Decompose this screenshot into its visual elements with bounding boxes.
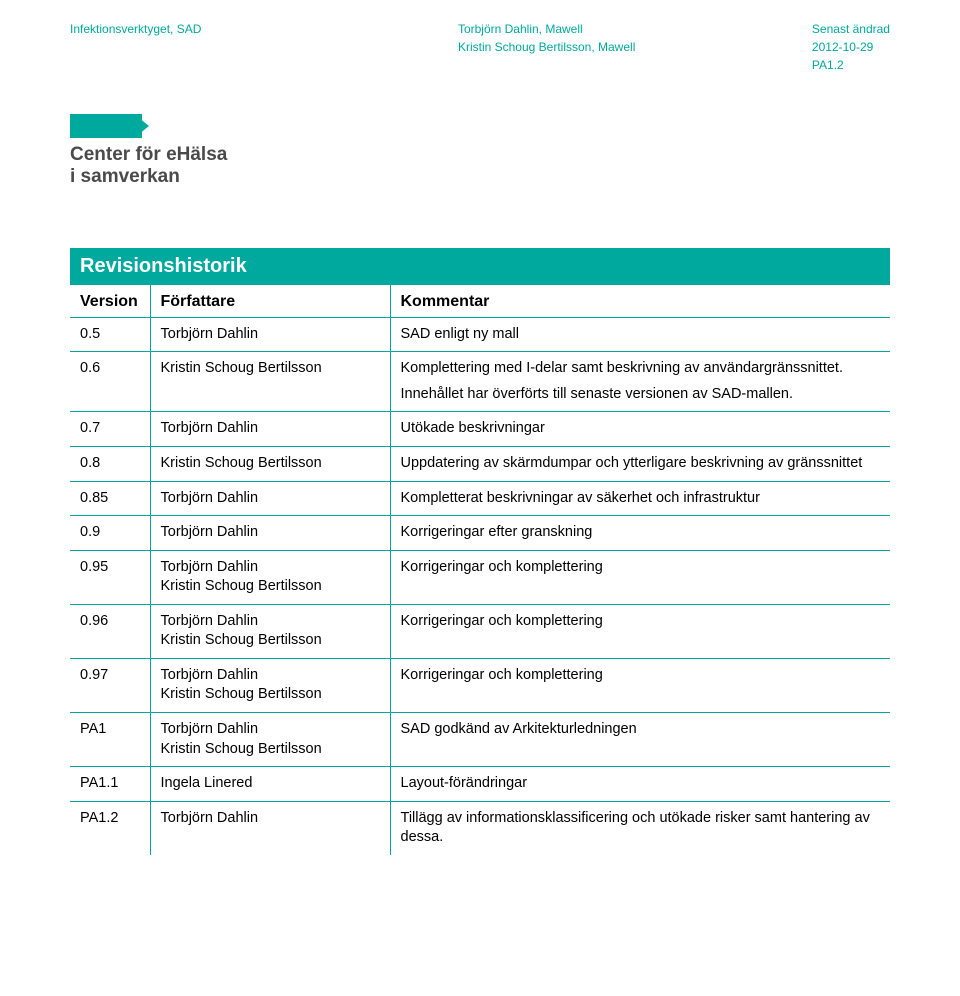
cell-version: 0.9 <box>70 516 150 551</box>
table-row: 0.97Torbjörn DahlinKristin Schoug Bertil… <box>70 658 890 712</box>
cell-comment: SAD godkänd av Arkitekturledningen <box>390 713 890 767</box>
header-center-line2: Kristin Schoug Bertilsson, Mawell <box>458 38 635 56</box>
cell-version: PA1.2 <box>70 801 150 855</box>
cell-comment: Utökade beskrivningar <box>390 412 890 447</box>
cell-author: Torbjörn DahlinKristin Schoug Bertilsson <box>150 550 390 604</box>
cell-author: Kristin Schoug Bertilsson <box>150 446 390 481</box>
cell-comment: Tillägg av informationsklassificering oc… <box>390 801 890 855</box>
cell-comment: Layout-förändringar <box>390 767 890 802</box>
header-center-line1: Torbjörn Dahlin, Mawell <box>458 20 635 38</box>
cell-comment: Uppdatering av skärmdumpar och ytterliga… <box>390 446 890 481</box>
header-left: Infektionsverktyget, SAD <box>70 20 201 74</box>
cell-author: Ingela Linered <box>150 767 390 802</box>
table-row: PA1Torbjörn DahlinKristin Schoug Bertils… <box>70 713 890 767</box>
col-header-version: Version <box>70 285 150 318</box>
header-right-line1: Senast ändrad <box>812 20 890 38</box>
table-row: 0.6Kristin Schoug BertilssonKompletterin… <box>70 352 890 412</box>
cell-author: Torbjörn Dahlin <box>150 801 390 855</box>
cell-version: 0.96 <box>70 604 150 658</box>
logo: Center för eHälsa i samverkan <box>70 114 890 188</box>
cell-version: 0.95 <box>70 550 150 604</box>
col-header-author: Författare <box>150 285 390 318</box>
table-row: 0.7Torbjörn DahlinUtökade beskrivningar <box>70 412 890 447</box>
cell-comment: Komplettering med I-delar samt beskrivni… <box>390 352 890 412</box>
col-header-comment: Kommentar <box>390 285 890 318</box>
cell-author: Torbjörn Dahlin <box>150 317 390 352</box>
cell-version: 0.97 <box>70 658 150 712</box>
logo-text-line1: Center för eHälsa <box>70 144 890 166</box>
cell-version: 0.8 <box>70 446 150 481</box>
table-row: 0.8Kristin Schoug BertilssonUppdatering … <box>70 446 890 481</box>
revision-table: Revisionshistorik Version Författare Kom… <box>70 248 890 855</box>
cell-author: Torbjörn DahlinKristin Schoug Bertilsson <box>150 604 390 658</box>
header-right: Senast ändrad 2012-10-29 PA1.2 <box>812 20 890 74</box>
cell-author: Kristin Schoug Bertilsson <box>150 352 390 412</box>
cell-comment: Kompletterat beskrivningar av säkerhet o… <box>390 481 890 516</box>
cell-version: PA1 <box>70 713 150 767</box>
table-row: 0.9Torbjörn DahlinKorrigeringar efter gr… <box>70 516 890 551</box>
cell-comment: Korrigeringar och komplettering <box>390 604 890 658</box>
cell-author: Torbjörn Dahlin <box>150 412 390 447</box>
header-right-line2: 2012-10-29 <box>812 38 890 56</box>
cell-author: Torbjörn DahlinKristin Schoug Bertilsson <box>150 658 390 712</box>
cell-version: 0.6 <box>70 352 150 412</box>
logo-text-line2: i samverkan <box>70 166 890 188</box>
page-header: Infektionsverktyget, SAD Torbjörn Dahlin… <box>70 20 890 74</box>
table-title: Revisionshistorik <box>70 248 890 285</box>
cell-author: Torbjörn Dahlin <box>150 481 390 516</box>
logo-arrow-icon <box>70 114 142 138</box>
cell-version: 0.7 <box>70 412 150 447</box>
cell-author: Torbjörn DahlinKristin Schoug Bertilsson <box>150 713 390 767</box>
cell-author: Torbjörn Dahlin <box>150 516 390 551</box>
table-row: 0.85Torbjörn DahlinKompletterat beskrivn… <box>70 481 890 516</box>
table-row: 0.96Torbjörn DahlinKristin Schoug Bertil… <box>70 604 890 658</box>
cell-comment: Korrigeringar och komplettering <box>390 658 890 712</box>
cell-comment: Korrigeringar och komplettering <box>390 550 890 604</box>
cell-comment: SAD enligt ny mall <box>390 317 890 352</box>
cell-version: 0.5 <box>70 317 150 352</box>
cell-comment: Korrigeringar efter granskning <box>390 516 890 551</box>
table-header-row: Version Författare Kommentar <box>70 285 890 318</box>
header-center: Torbjörn Dahlin, Mawell Kristin Schoug B… <box>378 20 635 74</box>
table-row: 0.5Torbjörn DahlinSAD enligt ny mall <box>70 317 890 352</box>
table-row: PA1.2Torbjörn DahlinTillägg av informati… <box>70 801 890 855</box>
table-row: 0.95Torbjörn DahlinKristin Schoug Bertil… <box>70 550 890 604</box>
revision-table-wrap: Revisionshistorik Version Författare Kom… <box>70 248 890 855</box>
cell-version: 0.85 <box>70 481 150 516</box>
cell-version: PA1.1 <box>70 767 150 802</box>
header-left-line1: Infektionsverktyget, SAD <box>70 20 201 38</box>
header-right-line3: PA1.2 <box>812 56 890 74</box>
table-row: PA1.1Ingela LineredLayout-förändringar <box>70 767 890 802</box>
